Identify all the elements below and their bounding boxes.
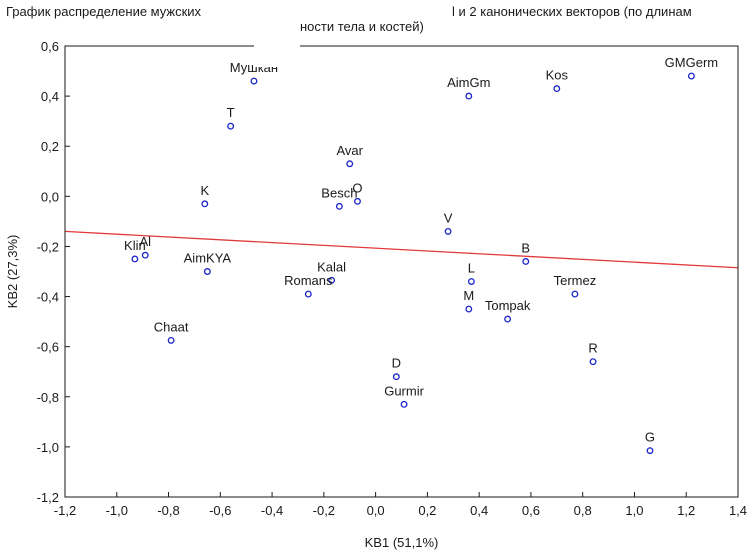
y-tick-label: -0,8 xyxy=(37,390,59,405)
x-tick-label: -1,2 xyxy=(54,503,76,518)
data-point xyxy=(250,77,258,85)
data-point xyxy=(141,251,149,259)
point-label: Al xyxy=(139,234,151,249)
data-point xyxy=(444,227,452,235)
trend-line xyxy=(64,230,739,269)
y-tick-label: 0,2 xyxy=(41,139,59,154)
ticks-layer: -1,2 -1,0 -0,8 -0,6 -0,4 -0,2 0,0 0,2 0,4 0,6 0,8 1… xyxy=(37,39,747,518)
data-point xyxy=(467,278,475,285)
data-point xyxy=(328,276,336,284)
data-point xyxy=(131,255,139,263)
point-label: Chaat xyxy=(154,319,189,334)
point-label: Kos xyxy=(546,68,569,83)
x-tick-label: 0,8 xyxy=(574,503,592,518)
data-point xyxy=(335,202,343,210)
data-point xyxy=(354,197,361,205)
point-label: M xyxy=(463,288,474,303)
y-tick-label: 0,6 xyxy=(41,39,59,54)
point-label: Klin xyxy=(124,238,146,253)
point-label: L xyxy=(468,261,475,276)
point-label: Kalal xyxy=(317,259,346,274)
data-point xyxy=(227,122,235,130)
data-point xyxy=(589,358,597,366)
data-point xyxy=(571,290,579,298)
point-label: Gurmir xyxy=(384,383,424,398)
title-mask-1 xyxy=(254,2,450,19)
data-point xyxy=(167,336,175,344)
point-label: R xyxy=(588,341,597,356)
point-label: V xyxy=(444,210,453,225)
y-tick-label: -0,6 xyxy=(37,340,59,355)
x-tick-label: -0,6 xyxy=(209,503,231,518)
x-tick-label: 1,0 xyxy=(625,503,643,518)
y-tick-label: -1,2 xyxy=(37,490,59,505)
data-point xyxy=(553,85,561,93)
point-label: AimKYA xyxy=(184,251,232,266)
y-tick-label: -1,0 xyxy=(37,440,59,455)
point-label: Termez xyxy=(554,273,597,288)
y-tick-label: 0,0 xyxy=(41,189,59,204)
point-label: Avar xyxy=(336,143,363,158)
x-tick-label: 0,0 xyxy=(367,503,385,518)
data-point xyxy=(400,400,408,408)
x-axis-label: KB1 (51,1%) xyxy=(365,535,439,550)
point-label: G xyxy=(645,430,655,445)
title-mask-2 xyxy=(254,17,300,67)
data-point xyxy=(465,92,473,100)
data-point xyxy=(687,72,695,80)
y-axis-label: KB2 (27,3%) xyxy=(5,235,20,309)
x-tick-label: 1,4 xyxy=(729,503,747,518)
x-tick-label: 1,2 xyxy=(677,503,695,518)
x-tick-label: -0,2 xyxy=(313,503,335,518)
data-point xyxy=(203,268,211,275)
point-label: O xyxy=(352,180,362,195)
chart-title-start: График распределение мужских xyxy=(6,4,202,19)
data-point xyxy=(392,373,400,381)
point-label: T xyxy=(227,105,235,120)
data-point xyxy=(646,447,654,455)
x-tick-label: -0,4 xyxy=(261,503,283,518)
point-label: Romans xyxy=(284,273,333,288)
chart-title-end: l и 2 канонических векторов (по длинам xyxy=(452,4,692,19)
data-point xyxy=(201,200,209,208)
x-tick-label: 0,6 xyxy=(522,503,540,518)
x-tick-label: -0,8 xyxy=(157,503,179,518)
point-label: GMGerm xyxy=(665,55,718,70)
y-tick-label: -0,4 xyxy=(37,290,59,305)
point-label: Tompak xyxy=(485,298,531,313)
y-tick-label: -0,2 xyxy=(37,239,59,254)
plot-frame xyxy=(64,45,739,498)
data-point xyxy=(346,160,354,168)
x-tick-label: -1,0 xyxy=(106,503,128,518)
x-tick-label: 0,4 xyxy=(470,503,488,518)
chart-title-line2: ности тела и костей) xyxy=(300,19,424,34)
point-label: D xyxy=(392,356,401,371)
point-label: K xyxy=(200,183,209,198)
point-label: AimGm xyxy=(447,75,490,90)
point-label: Besch xyxy=(321,185,357,200)
data-point xyxy=(304,290,312,298)
point-label: B xyxy=(521,240,530,255)
x-tick-label: 0,2 xyxy=(418,503,436,518)
y-tick-label: 0,4 xyxy=(41,89,59,104)
data-point xyxy=(465,305,473,313)
data-point xyxy=(504,315,512,323)
data-point xyxy=(522,258,530,265)
